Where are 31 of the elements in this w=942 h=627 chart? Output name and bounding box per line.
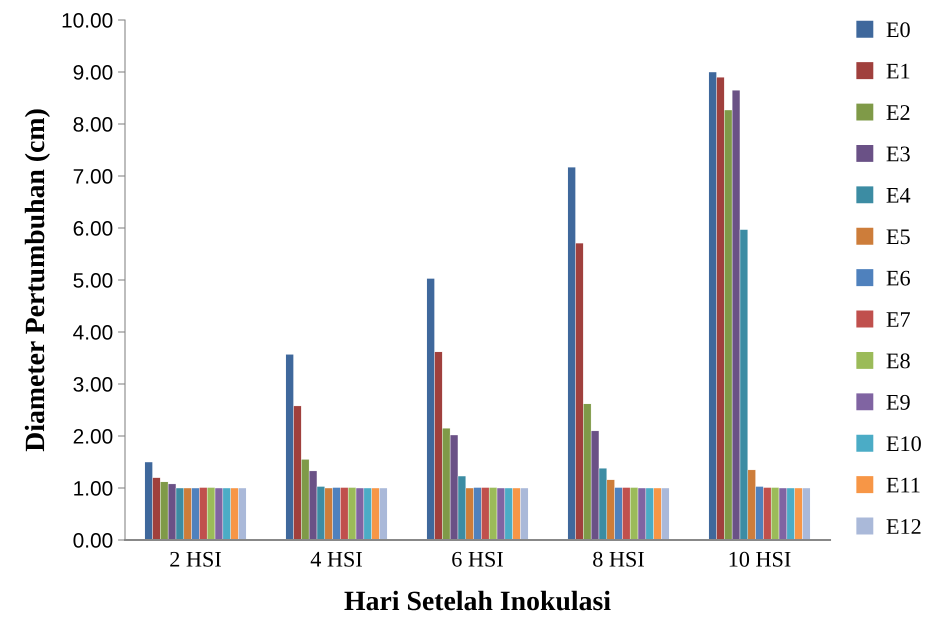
y-tick-label: 0.00: [73, 533, 112, 548]
legend-label: E6: [886, 270, 910, 286]
legend-label: E4: [886, 188, 910, 203]
y-tick-label: 5.00: [73, 273, 112, 288]
y-tick-label: 6.00: [74, 221, 112, 236]
x-tick-label: 4 HSI: [310, 552, 362, 567]
y-tick-label: 4.00: [73, 325, 112, 340]
x-tick-label: 8 HSI: [593, 552, 644, 567]
legend-label: E3: [886, 146, 910, 162]
x-tick-label: 6 HSI: [452, 552, 503, 567]
y-tick-label: 3.00: [73, 377, 112, 392]
x-axis-title: Hari Setelah Inokulasi: [344, 590, 611, 610]
y-tick-label: 2.00: [74, 429, 112, 444]
legend-label: E1: [886, 64, 910, 78]
y-tick-label: 7.00: [74, 169, 112, 184]
legend-label: E10: [886, 436, 921, 452]
legend-label: E2: [886, 105, 910, 120]
legend-label: E0: [886, 22, 910, 38]
legend-label: E5: [886, 229, 910, 244]
legend-label: E8: [886, 353, 910, 368]
y-tick-label: 9.00: [74, 65, 112, 80]
legend-label: E11: [886, 478, 920, 492]
legend-label: E7: [886, 312, 910, 327]
legend-label: E12: [886, 519, 921, 534]
legend-label: E9: [886, 394, 910, 410]
y-tick-label: 10.00: [62, 13, 112, 28]
y-axis-title: Diameter Pertumbuhan (cm): [24, 109, 50, 452]
y-tick-label: 8.00: [74, 117, 112, 132]
x-tick-label: 2 HSI: [170, 552, 221, 567]
x-tick-label: 10 HSI: [730, 552, 791, 567]
y-tick-label: 1.00: [74, 481, 112, 496]
